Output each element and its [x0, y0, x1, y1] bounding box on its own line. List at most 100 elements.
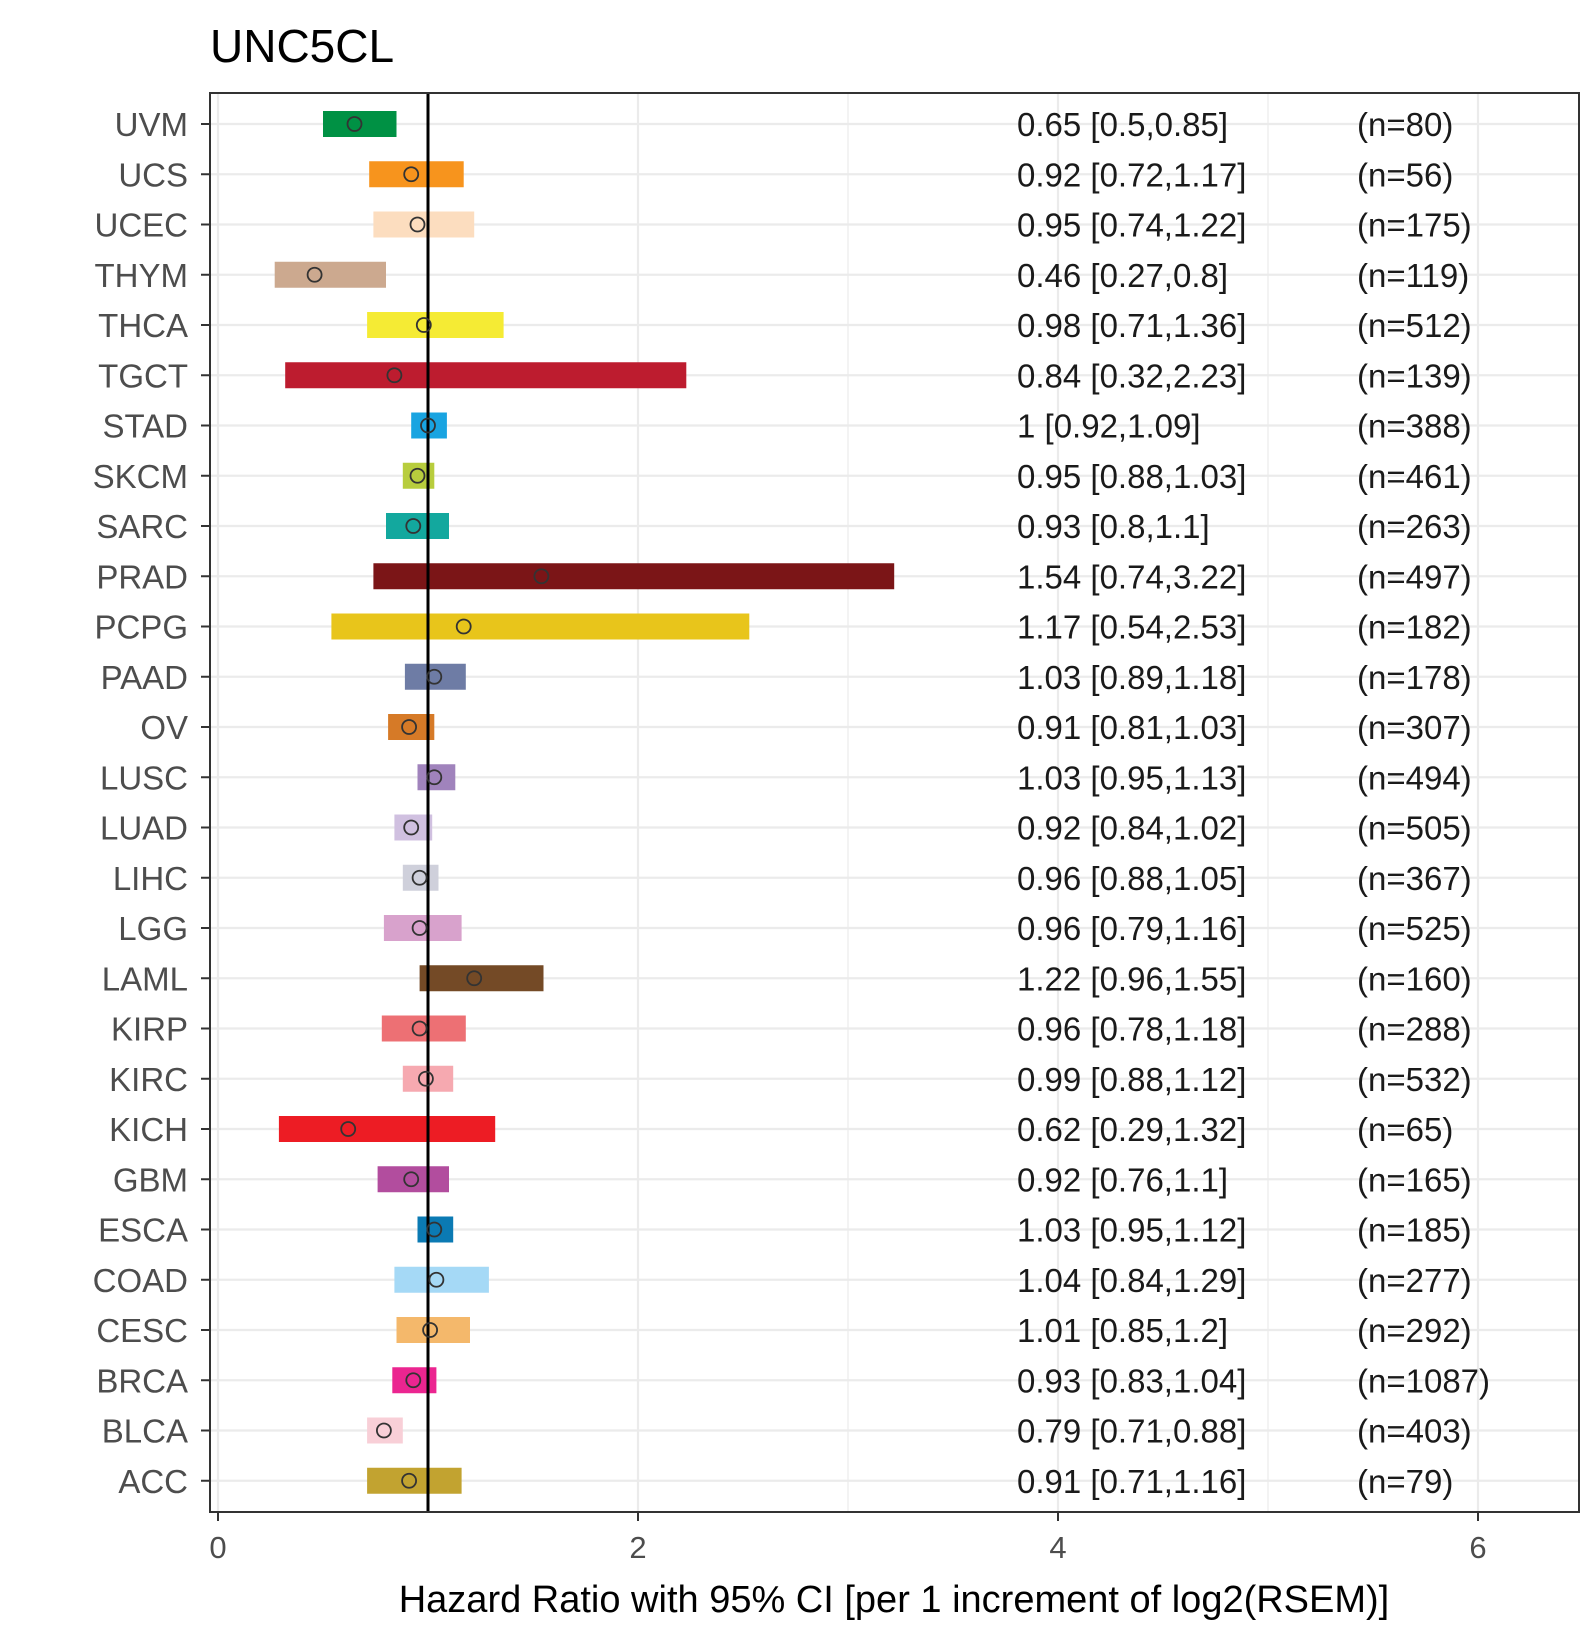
hr-point-coad [428, 1271, 445, 1288]
ci-bar-lihc [402, 864, 439, 891]
y-tick-label: PRAD [96, 558, 188, 595]
ci-label: 1.54 [0.74,3.22] [1017, 558, 1246, 595]
y-tick-label: ACC [118, 1463, 188, 1500]
y-tick-label: THCA [98, 307, 188, 344]
ci-label: 1.01 [0.85,1.2] [1017, 1312, 1228, 1349]
hr-point-kirp [411, 1020, 428, 1037]
ci-label: 1.17 [0.54,2.53] [1017, 609, 1246, 646]
hr-point-luad [403, 819, 420, 836]
ci-bar-thca [367, 312, 504, 338]
hr-point-blca [375, 1422, 392, 1439]
hr-point-acc [401, 1472, 418, 1489]
y-tick-label: PCPG [94, 609, 188, 646]
hr-point-lihc [411, 869, 428, 886]
n-label: (n=165) [1357, 1161, 1472, 1198]
y-tick-label: CESC [96, 1312, 188, 1349]
hr-point-pcpg [455, 618, 472, 635]
n-label: (n=532) [1357, 1061, 1472, 1098]
y-axis: UVM UCS UCEC THYM THCA TGCT STAD SKCM SARC PRAD PC… [93, 106, 210, 1500]
x-tick-label: 0 [209, 1530, 226, 1565]
y-tick-label: LIHC [113, 860, 188, 897]
hr-point-laml [466, 970, 483, 987]
hr-point-prad [533, 568, 550, 585]
ci-bar-pcpg [331, 613, 750, 640]
ci-label: 0.62 [0.29,1.32] [1017, 1111, 1246, 1148]
hr-point-stad [420, 417, 436, 434]
ci-bar-kich [278, 1116, 496, 1142]
y-tick-label: BRCA [96, 1362, 188, 1399]
hr-point-ucec [409, 216, 426, 233]
ci-label: 0.98 [0.71,1.36] [1017, 307, 1246, 344]
hr-point-esca [426, 1221, 443, 1238]
n-label: (n=307) [1357, 709, 1472, 746]
n-label: (n=1087) [1357, 1362, 1490, 1399]
ci-label: 1.03 [0.89,1.18] [1017, 659, 1246, 696]
ci-bar-cesc [396, 1317, 470, 1343]
hr-point-brca [405, 1372, 422, 1389]
y-tick-label: OV [140, 709, 188, 746]
ci-bar-paad [404, 663, 466, 690]
hr-point-kirc [417, 1070, 434, 1087]
hr-point-skcm [409, 467, 426, 484]
y-tick-label: BLCA [102, 1413, 188, 1450]
n-label: (n=512) [1357, 307, 1472, 344]
n-label: (n=388) [1357, 408, 1472, 445]
n-label: (n=160) [1357, 960, 1472, 997]
hr-point-lusc [426, 769, 443, 786]
plot-border [209, 92, 1580, 1513]
y-tick-label: SARC [96, 508, 188, 545]
y-tick-label: KIRP [111, 1011, 188, 1048]
ci-label: 0.99 [0.88,1.12] [1017, 1061, 1246, 1098]
x-axis: 0 2 4 6 [209, 1512, 1487, 1565]
y-tick-label: UVM [115, 106, 188, 143]
ci-label: 0.84 [0.32,2.23] [1017, 357, 1246, 394]
y-tick-label: SKCM [93, 458, 188, 495]
hr-point-cesc [422, 1322, 439, 1338]
ci-bar-tgct [285, 362, 687, 389]
ci-bar-blca [367, 1417, 403, 1444]
ci-bar-skcm [402, 462, 435, 489]
x-tick-label: 2 [629, 1530, 646, 1565]
n-label: (n=277) [1357, 1262, 1472, 1299]
y-tick-label: LGG [118, 910, 188, 947]
n-label: (n=494) [1357, 759, 1472, 796]
n-label: (n=65) [1357, 1111, 1453, 1148]
n-label: (n=185) [1357, 1212, 1472, 1249]
hr-point-thca [415, 317, 432, 333]
y-tick-label: KIRC [109, 1061, 188, 1098]
hr-point-uvm [346, 116, 363, 132]
ci-label: 0.92 [0.76,1.1] [1017, 1161, 1228, 1198]
hr-point-thym [306, 266, 323, 283]
ci-bar-gbm [377, 1166, 449, 1193]
ci-label: 0.96 [0.79,1.16] [1017, 910, 1246, 947]
ci-annotations: 0.65 [0.5,0.85] (n=80) 0.92 [0.72,1.17] (n=… [1017, 106, 1490, 1500]
ci-bar-lgg [383, 915, 462, 941]
ci-label: 0.95 [0.74,1.22] [1017, 207, 1246, 244]
x-axis-title: Hazard Ratio with 95% CI [per 1 incremen… [399, 1579, 1390, 1621]
n-label: (n=288) [1357, 1011, 1472, 1048]
ci-label: 0.79 [0.71,0.88] [1017, 1413, 1246, 1450]
ci-label: 1.03 [0.95,1.12] [1017, 1212, 1246, 1249]
n-label: (n=403) [1357, 1413, 1472, 1450]
n-label: (n=263) [1357, 508, 1472, 545]
ci-label: 0.95 [0.88,1.03] [1017, 458, 1246, 495]
n-label: (n=505) [1357, 810, 1472, 847]
y-tick-label: THYM [95, 257, 189, 294]
n-label: (n=80) [1357, 106, 1453, 143]
y-tick-label: LUSC [100, 759, 188, 796]
n-label: (n=367) [1357, 860, 1472, 897]
ci-bar-kirp [381, 1015, 466, 1042]
n-label: (n=119) [1357, 257, 1469, 294]
y-tick-label: ESCA [98, 1212, 188, 1249]
ci-bar-sarc [386, 513, 449, 539]
ci-bar-esca [417, 1216, 454, 1243]
ci-label: 1 [0.92,1.09] [1017, 408, 1200, 445]
n-label: (n=182) [1357, 609, 1472, 646]
ci-bars [274, 111, 895, 1494]
y-tick-label: GBM [113, 1161, 188, 1198]
ci-label: 0.65 [0.5,0.85] [1017, 106, 1228, 143]
y-tick-label: PAAD [101, 659, 188, 696]
y-tick-label: LUAD [100, 810, 188, 847]
n-label: (n=178) [1357, 659, 1472, 696]
ci-label: 0.93 [0.8,1.1] [1017, 508, 1210, 545]
